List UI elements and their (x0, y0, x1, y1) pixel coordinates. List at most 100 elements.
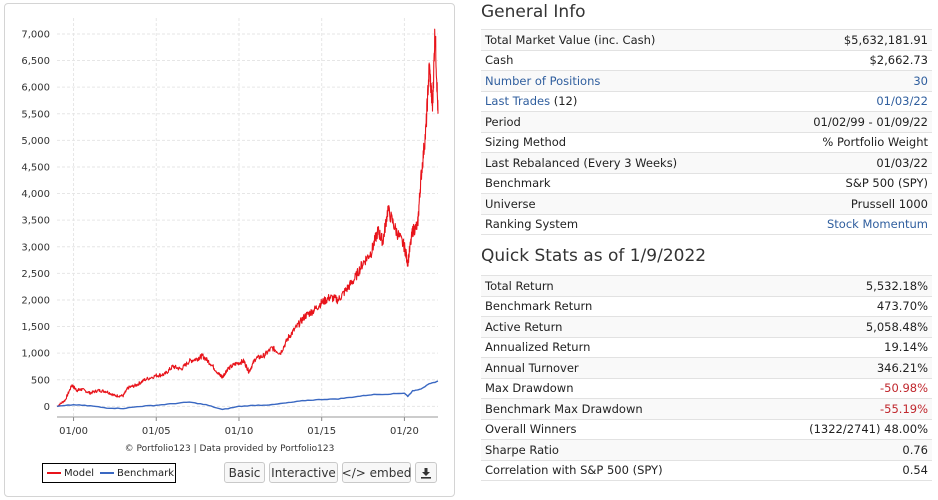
download-button[interactable] (415, 462, 437, 483)
series-line-model (56, 28, 439, 408)
row-value: 01/02/99 - 01/09/22 (760, 111, 932, 132)
interactive-button[interactable]: Interactive (269, 462, 338, 483)
table-row: Overall Winners (1322/2741) 48.00% (481, 418, 932, 440)
row-value: -55.19% (748, 398, 932, 419)
row-label: Last Rebalanced (Every 3 Weeks) (481, 152, 761, 173)
download-icon (421, 467, 431, 479)
row-label: Benchmark (481, 172, 761, 194)
row-label: Period (481, 111, 761, 132)
table-row: Ranking System Stock Momentum (481, 213, 932, 235)
row-value: (1322/2741) 48.00% (748, 418, 932, 440)
quick-stats-title: Quick Stats as of 1/9/2022 (481, 246, 707, 266)
last-trades-count: (12) (550, 94, 578, 109)
y-tick-label: 4,500 (21, 162, 50, 173)
embed-button[interactable]: </> embed (342, 462, 411, 483)
row-value: $2,662.73 (760, 49, 932, 71)
row-value: % Portfolio Weight (760, 131, 932, 153)
x-tick-label: 01/20 (390, 426, 419, 437)
positions-count-link[interactable]: 30 (760, 70, 932, 91)
table-row: Active Return 5,058.48% (481, 316, 932, 337)
chart-credit: © Portfolio123 | Data provided by Portfo… (124, 444, 335, 454)
performance-chart: 0 500 1,000 1,500 2,000 2,500 3,000 3,500 4,000 4… (21, 18, 439, 437)
legend-label-benchmark: Benchmark (117, 467, 174, 479)
row-label: Benchmark Return (481, 295, 749, 317)
number-of-positions-link[interactable]: Number of Positions (481, 70, 761, 91)
x-tick-label: 01/15 (307, 426, 336, 437)
table-row: Number of Positions 30 (481, 70, 932, 91)
y-tick-label: 500 (31, 375, 50, 386)
y-tick-label: 1,000 (21, 349, 50, 360)
y-tick-label: 3,000 (21, 242, 50, 253)
legend-item-benchmark[interactable]: Benchmark (100, 468, 174, 479)
row-value: 0.76 (748, 439, 932, 460)
row-label: Benchmark Max Drawdown (481, 398, 749, 419)
y-tick-label: 1,500 (21, 322, 50, 333)
table-row: Last Trades (12) 01/03/22 (481, 90, 932, 112)
table-row: Sharpe Ratio 0.76 (481, 439, 932, 460)
y-tick-label: 0 (44, 402, 50, 413)
table-row: Cash $2,662.73 (481, 49, 932, 71)
info-panel: General Info Total Market Value (inc. Ca… (481, 0, 932, 481)
row-label: Annual Turnover (481, 357, 749, 378)
basic-button[interactable]: Basic (224, 462, 265, 483)
y-tick-label: 2,000 (21, 295, 50, 306)
row-label: Ranking System (481, 213, 761, 235)
row-label: Correlation with S&P 500 (SPY) (481, 459, 749, 481)
row-value: 346.21% (748, 357, 932, 378)
y-tick-label: 4,000 (21, 189, 50, 200)
table-row: Benchmark S&P 500 (SPY) (481, 172, 932, 194)
y-tick-label: 6,000 (21, 83, 50, 94)
row-label: Universe (481, 193, 761, 214)
row-label: Total Market Value (inc. Cash) (481, 29, 761, 50)
y-tick-label: 3,500 (21, 216, 50, 227)
row-label: Max Drawdown (481, 377, 749, 399)
row-value: S&P 500 (SPY) (760, 172, 932, 194)
y-tick-label: 5,500 (21, 109, 50, 120)
plot-area (57, 18, 438, 417)
table-row: Annual Turnover 346.21% (481, 357, 932, 378)
table-row: Max Drawdown -50.98% (481, 377, 932, 399)
chart-panel: 0 500 1,000 1,500 2,000 2,500 3,000 3,500 4,000 4… (4, 3, 455, 497)
model-swatch (47, 472, 61, 474)
last-trades-date-link[interactable]: 01/03/22 (760, 90, 932, 112)
quick-stats-table: Total Return 5,532.18% Benchmark Return … (481, 275, 932, 481)
x-tick-label: 01/10 (225, 426, 254, 437)
row-label: Annualized Return (481, 336, 749, 358)
row-label: Sizing Method (481, 131, 761, 153)
table-row: Period 01/02/99 - 01/09/22 (481, 111, 932, 132)
ranking-system-link[interactable]: Stock Momentum (760, 213, 932, 235)
row-value: 5,532.18% (748, 275, 932, 296)
benchmark-swatch (100, 472, 115, 474)
row-value: 01/03/22 (760, 152, 932, 173)
row-label: Total Return (481, 275, 749, 296)
y-tick-label: 6,500 (21, 56, 50, 67)
row-value: 473.70% (748, 295, 932, 317)
y-tick-label: 7,000 (21, 29, 50, 40)
series-line-benchmark (56, 380, 439, 411)
table-row: Total Market Value (inc. Cash) $5,632,18… (481, 29, 932, 50)
row-label: Active Return (481, 316, 749, 337)
general-info-title: General Info (481, 2, 586, 22)
row-value: 19.14% (748, 336, 932, 358)
row-label: Sharpe Ratio (481, 439, 749, 460)
row-value: 0.54 (748, 459, 932, 481)
x-tick-label: 01/05 (142, 426, 171, 437)
y-tick-label: 5,000 (21, 136, 50, 147)
legend-item-model[interactable]: Model (47, 468, 94, 479)
table-row: Universe Prussell 1000 (481, 193, 932, 214)
row-label: Cash (481, 49, 761, 71)
legend-label-model: Model (64, 467, 95, 479)
chart-legend: Model Benchmark (42, 463, 176, 483)
general-info-table: Total Market Value (inc. Cash) $5,632,18… (481, 29, 932, 235)
table-row: Benchmark Max Drawdown -55.19% (481, 398, 932, 419)
y-tick-label: 2,500 (21, 269, 50, 280)
row-value: Prussell 1000 (760, 193, 932, 214)
table-row: Sizing Method % Portfolio Weight (481, 131, 932, 153)
table-row: Last Rebalanced (Every 3 Weeks) 01/03/22 (481, 152, 932, 173)
table-row: Correlation with S&P 500 (SPY) 0.54 (481, 459, 932, 481)
last-trades-link[interactable]: Last Trades (485, 94, 551, 109)
row-value: -50.98% (748, 377, 932, 399)
table-row: Benchmark Return 473.70% (481, 295, 932, 317)
last-trades-cell: Last Trades (12) (481, 90, 761, 112)
x-tick-label: 01/00 (59, 426, 88, 437)
